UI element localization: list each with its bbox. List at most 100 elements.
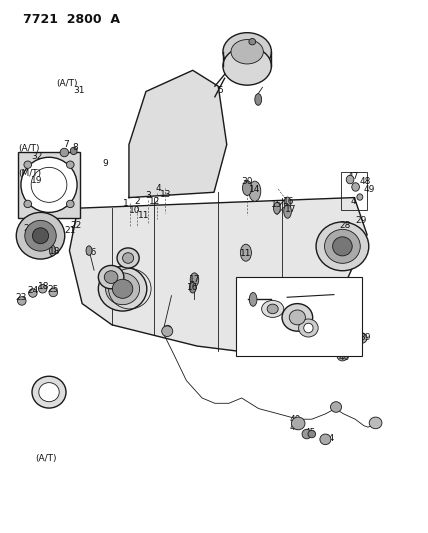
Text: 37: 37 — [273, 316, 284, 325]
Text: 44: 44 — [323, 434, 335, 443]
Text: 5: 5 — [121, 254, 127, 263]
Ellipse shape — [113, 279, 133, 298]
Ellipse shape — [291, 417, 305, 430]
Ellipse shape — [249, 293, 257, 306]
Text: 14: 14 — [249, 184, 260, 193]
Text: 24: 24 — [28, 286, 39, 295]
Text: 15: 15 — [271, 200, 282, 209]
Ellipse shape — [104, 271, 118, 284]
Text: (M/T): (M/T) — [18, 168, 42, 177]
Ellipse shape — [324, 229, 360, 263]
Text: 19: 19 — [31, 176, 43, 185]
Ellipse shape — [273, 203, 280, 214]
Ellipse shape — [357, 194, 363, 200]
Text: 11: 11 — [241, 249, 252, 259]
Ellipse shape — [282, 304, 312, 331]
Text: 43: 43 — [369, 418, 380, 427]
Ellipse shape — [255, 94, 262, 106]
Ellipse shape — [21, 157, 77, 213]
Ellipse shape — [189, 282, 196, 293]
Ellipse shape — [164, 325, 172, 333]
Ellipse shape — [223, 33, 271, 71]
Text: 34: 34 — [345, 290, 357, 300]
Ellipse shape — [302, 429, 312, 439]
Ellipse shape — [18, 297, 26, 305]
Ellipse shape — [289, 310, 306, 325]
Bar — [341, 172, 367, 210]
Polygon shape — [129, 70, 227, 198]
Bar — [236, 277, 362, 356]
Text: 49: 49 — [364, 184, 375, 193]
Ellipse shape — [32, 376, 66, 408]
Ellipse shape — [60, 148, 68, 157]
Ellipse shape — [190, 273, 199, 287]
Ellipse shape — [39, 383, 59, 402]
Ellipse shape — [284, 197, 291, 209]
Ellipse shape — [117, 248, 139, 268]
Text: 45: 45 — [304, 429, 315, 438]
Text: 21: 21 — [64, 226, 76, 235]
Text: 46: 46 — [289, 423, 300, 432]
Text: (A/T): (A/T) — [56, 79, 78, 88]
Text: 16: 16 — [283, 197, 295, 206]
Text: 38: 38 — [280, 326, 292, 335]
Ellipse shape — [352, 183, 360, 191]
Ellipse shape — [50, 245, 55, 256]
Ellipse shape — [356, 333, 367, 343]
Ellipse shape — [122, 253, 134, 263]
Text: 7: 7 — [63, 140, 69, 149]
Text: 33: 33 — [349, 309, 361, 318]
Text: 11: 11 — [138, 211, 150, 220]
Text: 1: 1 — [122, 199, 128, 208]
Text: 27: 27 — [103, 273, 114, 282]
Text: 39: 39 — [360, 333, 371, 342]
Text: (A/T): (A/T) — [35, 454, 57, 463]
Text: 22: 22 — [71, 221, 82, 230]
Ellipse shape — [308, 430, 315, 438]
Ellipse shape — [106, 273, 140, 305]
Text: 31: 31 — [74, 86, 85, 95]
Text: 32: 32 — [31, 152, 42, 161]
Ellipse shape — [249, 38, 256, 45]
Ellipse shape — [337, 350, 348, 361]
Ellipse shape — [320, 434, 331, 445]
Text: 28: 28 — [339, 221, 351, 230]
Text: 18: 18 — [49, 247, 60, 256]
Text: 36: 36 — [264, 308, 276, 317]
Ellipse shape — [284, 205, 291, 218]
Text: 9: 9 — [103, 159, 108, 167]
Text: 35: 35 — [254, 302, 265, 311]
Text: 42: 42 — [43, 383, 55, 392]
Text: 26: 26 — [86, 248, 97, 257]
Bar — [18, 152, 80, 217]
Ellipse shape — [346, 175, 354, 184]
Text: 47: 47 — [348, 172, 360, 181]
Text: 3: 3 — [145, 191, 151, 200]
Text: 40: 40 — [338, 353, 350, 362]
Text: 16: 16 — [187, 282, 199, 292]
Text: 48: 48 — [360, 176, 371, 185]
Text: 13: 13 — [160, 190, 172, 199]
Ellipse shape — [267, 304, 278, 314]
Text: 12: 12 — [149, 197, 161, 206]
Ellipse shape — [162, 326, 173, 336]
Text: 23: 23 — [15, 293, 27, 302]
Ellipse shape — [223, 47, 271, 85]
Ellipse shape — [369, 417, 382, 429]
Ellipse shape — [262, 301, 284, 317]
Ellipse shape — [24, 200, 32, 208]
Ellipse shape — [24, 161, 32, 168]
Text: 29: 29 — [355, 216, 366, 225]
Text: 7721  2800  A: 7721 2800 A — [23, 13, 120, 26]
Text: 4: 4 — [155, 183, 161, 192]
Text: 2: 2 — [134, 197, 140, 206]
Ellipse shape — [330, 402, 342, 413]
Ellipse shape — [39, 285, 47, 293]
Ellipse shape — [86, 246, 92, 255]
Text: 5: 5 — [217, 86, 223, 95]
Text: 10: 10 — [129, 206, 140, 215]
Ellipse shape — [249, 181, 261, 201]
Text: (A/T): (A/T) — [18, 144, 40, 154]
Ellipse shape — [98, 266, 147, 311]
Ellipse shape — [16, 213, 65, 259]
